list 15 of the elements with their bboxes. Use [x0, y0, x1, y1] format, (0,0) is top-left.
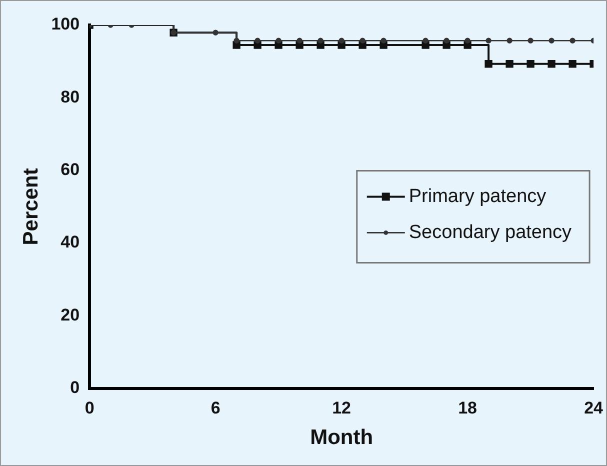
x-tick-label: 12 — [332, 398, 352, 418]
x-tick-label: 6 — [210, 398, 220, 418]
y-tick-label: 80 — [60, 87, 80, 106]
y-tick-label: 0 — [70, 378, 80, 398]
y-tick-label: 60 — [60, 160, 80, 180]
x-tick-label: 18 — [458, 398, 478, 418]
x-axis-title: Month — [310, 426, 374, 450]
legend-label: Secondary patency — [408, 222, 572, 243]
y-axis-title: Percent — [19, 168, 42, 246]
legend-label: Primary patency — [408, 186, 547, 207]
x-tick-label: 24 — [584, 398, 604, 418]
x-tick-label: 0 — [84, 398, 94, 418]
y-tick-label: 40 — [60, 232, 80, 252]
y-tick-label: 20 — [60, 305, 80, 324]
y-tick-label: 100 — [51, 14, 80, 34]
